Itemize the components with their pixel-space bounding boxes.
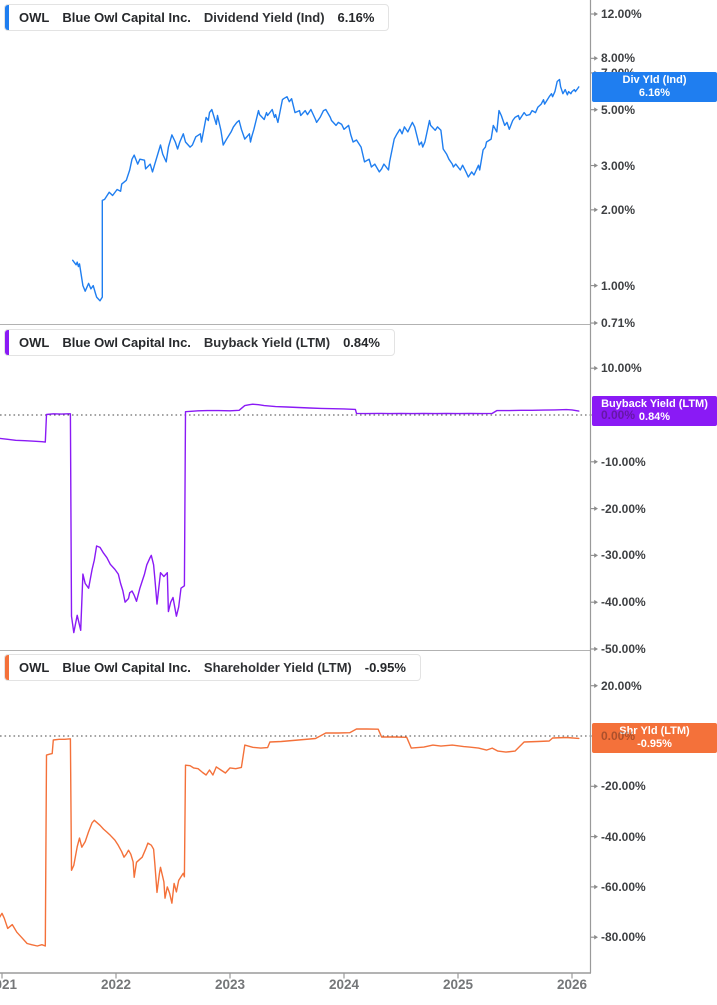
y-axis-label: -60.00% <box>601 879 646 894</box>
axis-flag-value: 0.84% <box>638 411 671 424</box>
y-axis-label: 0.71% <box>601 316 636 331</box>
legend-ticker: OWL <box>19 660 50 675</box>
y-axis-label: 20.00% <box>601 678 642 693</box>
legend-metric: Dividend Yield (Ind) <box>203 10 325 25</box>
axis-flag-shr-yld: Shr Yld (LTM) -0.95% <box>592 723 717 754</box>
y-axis-label: 10.00% <box>601 361 642 376</box>
x-axis-label: 2026 <box>556 977 588 992</box>
x-axis-label: 2024 <box>328 977 360 992</box>
legend-ticker: OWL <box>19 335 50 350</box>
y-axis-label: -10.00% <box>601 454 646 469</box>
y-axis-label: 12.00% <box>601 7 642 21</box>
y-axis-label: -50.00% <box>601 642 646 656</box>
y-axis-label: -40.00% <box>601 595 646 610</box>
y-axis-label: 5.00% <box>601 102 636 117</box>
axis-flag-metric: Shr Yld (LTM) <box>619 725 690 738</box>
y-axis-label: -20.00% <box>601 501 646 516</box>
x-axis-label: 2023 <box>214 977 246 992</box>
legend-company: Blue Owl Capital Inc. <box>62 335 191 350</box>
axis-flag-metric: Div Yld (Ind) <box>622 73 687 86</box>
legend-value: 0.84% <box>343 335 380 350</box>
x-axis-label: 2021 <box>0 977 18 992</box>
axis-flag-value: 6.16% <box>638 86 671 99</box>
legend-color-bar <box>5 330 9 355</box>
legend-color-bar <box>5 655 9 680</box>
y-axis-label: -20.00% <box>601 779 646 794</box>
x-axis-label: 2022 <box>100 977 132 992</box>
legend-value: -0.95% <box>364 660 406 675</box>
x-axis-label: 2025 <box>442 977 474 992</box>
legend-shareholder-yield[interactable]: OWL Blue Owl Capital Inc. Shareholder Yi… <box>4 654 421 681</box>
legend-value: 6.16% <box>337 10 375 25</box>
legend-company: Blue Owl Capital Inc. <box>62 10 191 25</box>
legend-color-bar <box>5 5 9 30</box>
legend-company: Blue Owl Capital Inc. <box>62 660 191 675</box>
axis-flag-div-yld: Div Yld (Ind) 6.16% <box>592 71 717 102</box>
legend-dividend-yield[interactable]: OWL Blue Owl Capital Inc. Dividend Yield… <box>4 4 390 31</box>
legend-ticker: OWL <box>19 10 50 25</box>
y-axis-label: -80.00% <box>601 930 646 945</box>
y-axis-label: 0.00% <box>601 408 636 422</box>
legend-buyback-yield[interactable]: OWL Blue Owl Capital Inc. Buyback Yield … <box>4 329 395 356</box>
y-axis-label: 1.00% <box>601 278 636 293</box>
axis-flag-metric: Buyback Yield (LTM) <box>601 398 708 411</box>
y-axis-label: 8.00% <box>601 51 636 66</box>
y-axis-label: -40.00% <box>601 829 646 844</box>
y-axis-label: 0.00% <box>601 729 636 743</box>
y-axis-label: -30.00% <box>601 548 646 563</box>
legend-metric: Buyback Yield (LTM) <box>203 335 331 350</box>
axis-flag-value: -0.95% <box>637 738 672 751</box>
y-axis-label: 2.00% <box>601 202 636 217</box>
legend-metric: Shareholder Yield (LTM) <box>203 660 352 675</box>
axis-flag-buyback-yield: Buyback Yield (LTM) 0.84% <box>592 396 717 427</box>
y-axis-label: 3.00% <box>601 158 636 173</box>
